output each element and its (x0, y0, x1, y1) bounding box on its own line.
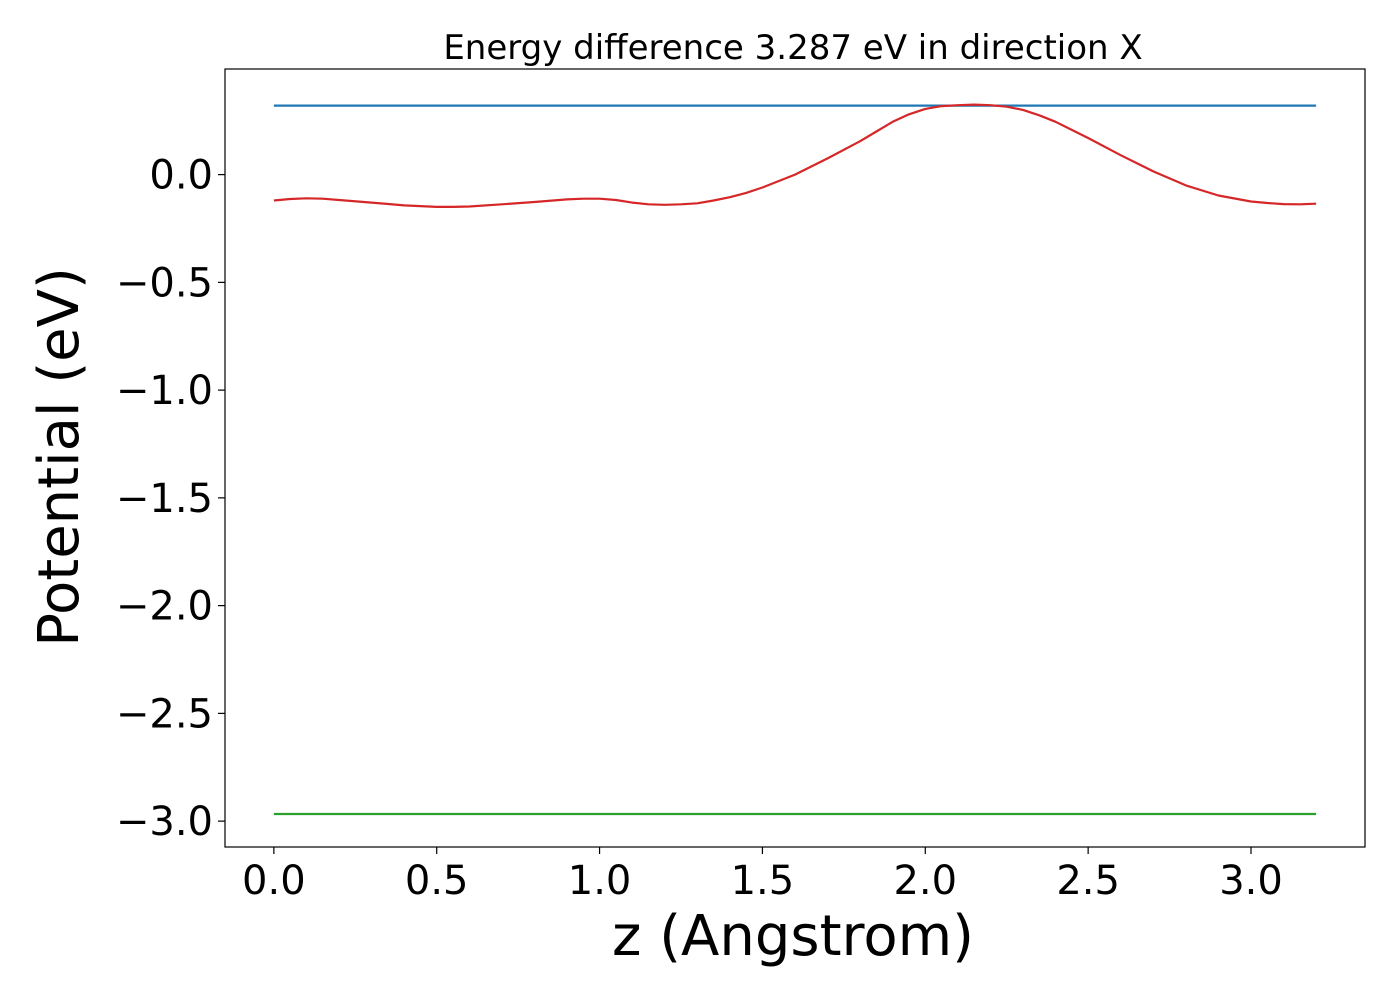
y-tick-label: −2.0 (116, 584, 213, 630)
x-tick-label: 2.5 (1056, 858, 1120, 904)
x-axis-label: z (Angstrom) (612, 904, 974, 969)
series-line-2 (273, 103, 1317, 208)
plot-frame (224, 68, 1366, 848)
y-tick-label: −1.5 (116, 476, 213, 522)
chart-title: Energy difference 3.287 eV in direction … (443, 28, 1142, 68)
x-tick-label: 1.0 (568, 858, 632, 904)
y-tick-label: 0.0 (149, 153, 213, 199)
x-axis-ticks: 0.0 0.5 1.0 1.5 2.0 2.5 3.0 (242, 847, 1283, 904)
x-tick-label: 0.5 (405, 858, 469, 904)
y-axis-label: Potential (eV) (27, 267, 92, 647)
x-tick-label: 3.0 (1219, 858, 1283, 904)
y-tick-label: −2.5 (116, 691, 213, 737)
plot-area (273, 103, 1317, 816)
x-tick-label: 2.0 (893, 858, 957, 904)
y-tick-label: −0.5 (116, 260, 213, 306)
y-tick-label: −1.0 (116, 368, 213, 414)
y-axis-ticks: 0.0 −0.5 −1.0 −1.5 −2.0 −2.5 −3.0 (116, 153, 225, 845)
x-tick-label: 0.0 (242, 858, 306, 904)
y-tick-label: −3.0 (116, 799, 213, 845)
x-tick-label: 1.5 (731, 858, 795, 904)
